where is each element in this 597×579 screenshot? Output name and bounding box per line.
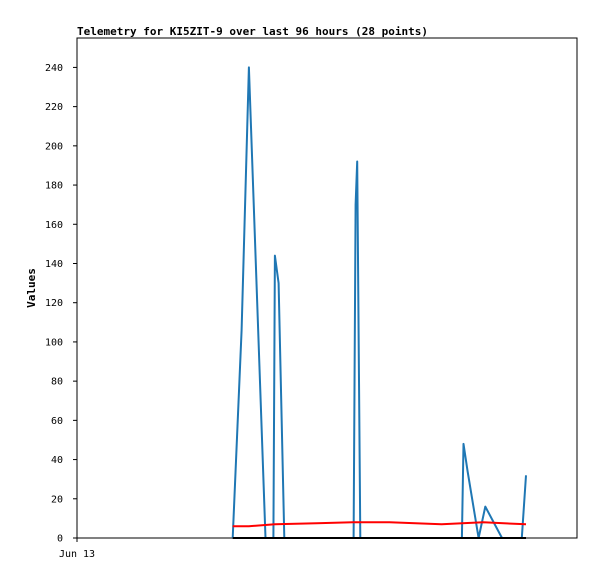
y-axis: 0 20 40 60 80 100 120 140 160 180 200 220 240 [45, 63, 77, 545]
y-tick-label: 120 [45, 298, 63, 309]
series-line-1 [231, 66, 527, 539]
y-tick-label: 40 [51, 455, 63, 466]
y-tick-label: 180 [45, 181, 63, 192]
series-lines [231, 66, 527, 539]
y-tick-label: 200 [45, 141, 63, 152]
y-tick-label: 80 [51, 377, 63, 388]
chart-title: Telemetry for KI5ZIT-9 over last 96 hour… [77, 25, 428, 38]
y-tick-label: 20 [51, 494, 63, 505]
y-tick-label: 100 [45, 337, 63, 348]
series-line-2 [232, 521, 527, 528]
y-tick-label: 140 [45, 259, 63, 270]
y-tick-label: 220 [45, 102, 63, 113]
plot-area-frame [76, 37, 578, 539]
x-tick-label: Jun 13 [59, 549, 95, 560]
y-tick-label: 160 [45, 220, 63, 231]
y-tick-label: 60 [51, 416, 63, 427]
y-tick-label: 0 [57, 534, 63, 545]
y-tick-label: 240 [45, 63, 63, 74]
x-axis: Jun 13 [59, 538, 95, 560]
y-axis-label: Values [25, 268, 38, 308]
